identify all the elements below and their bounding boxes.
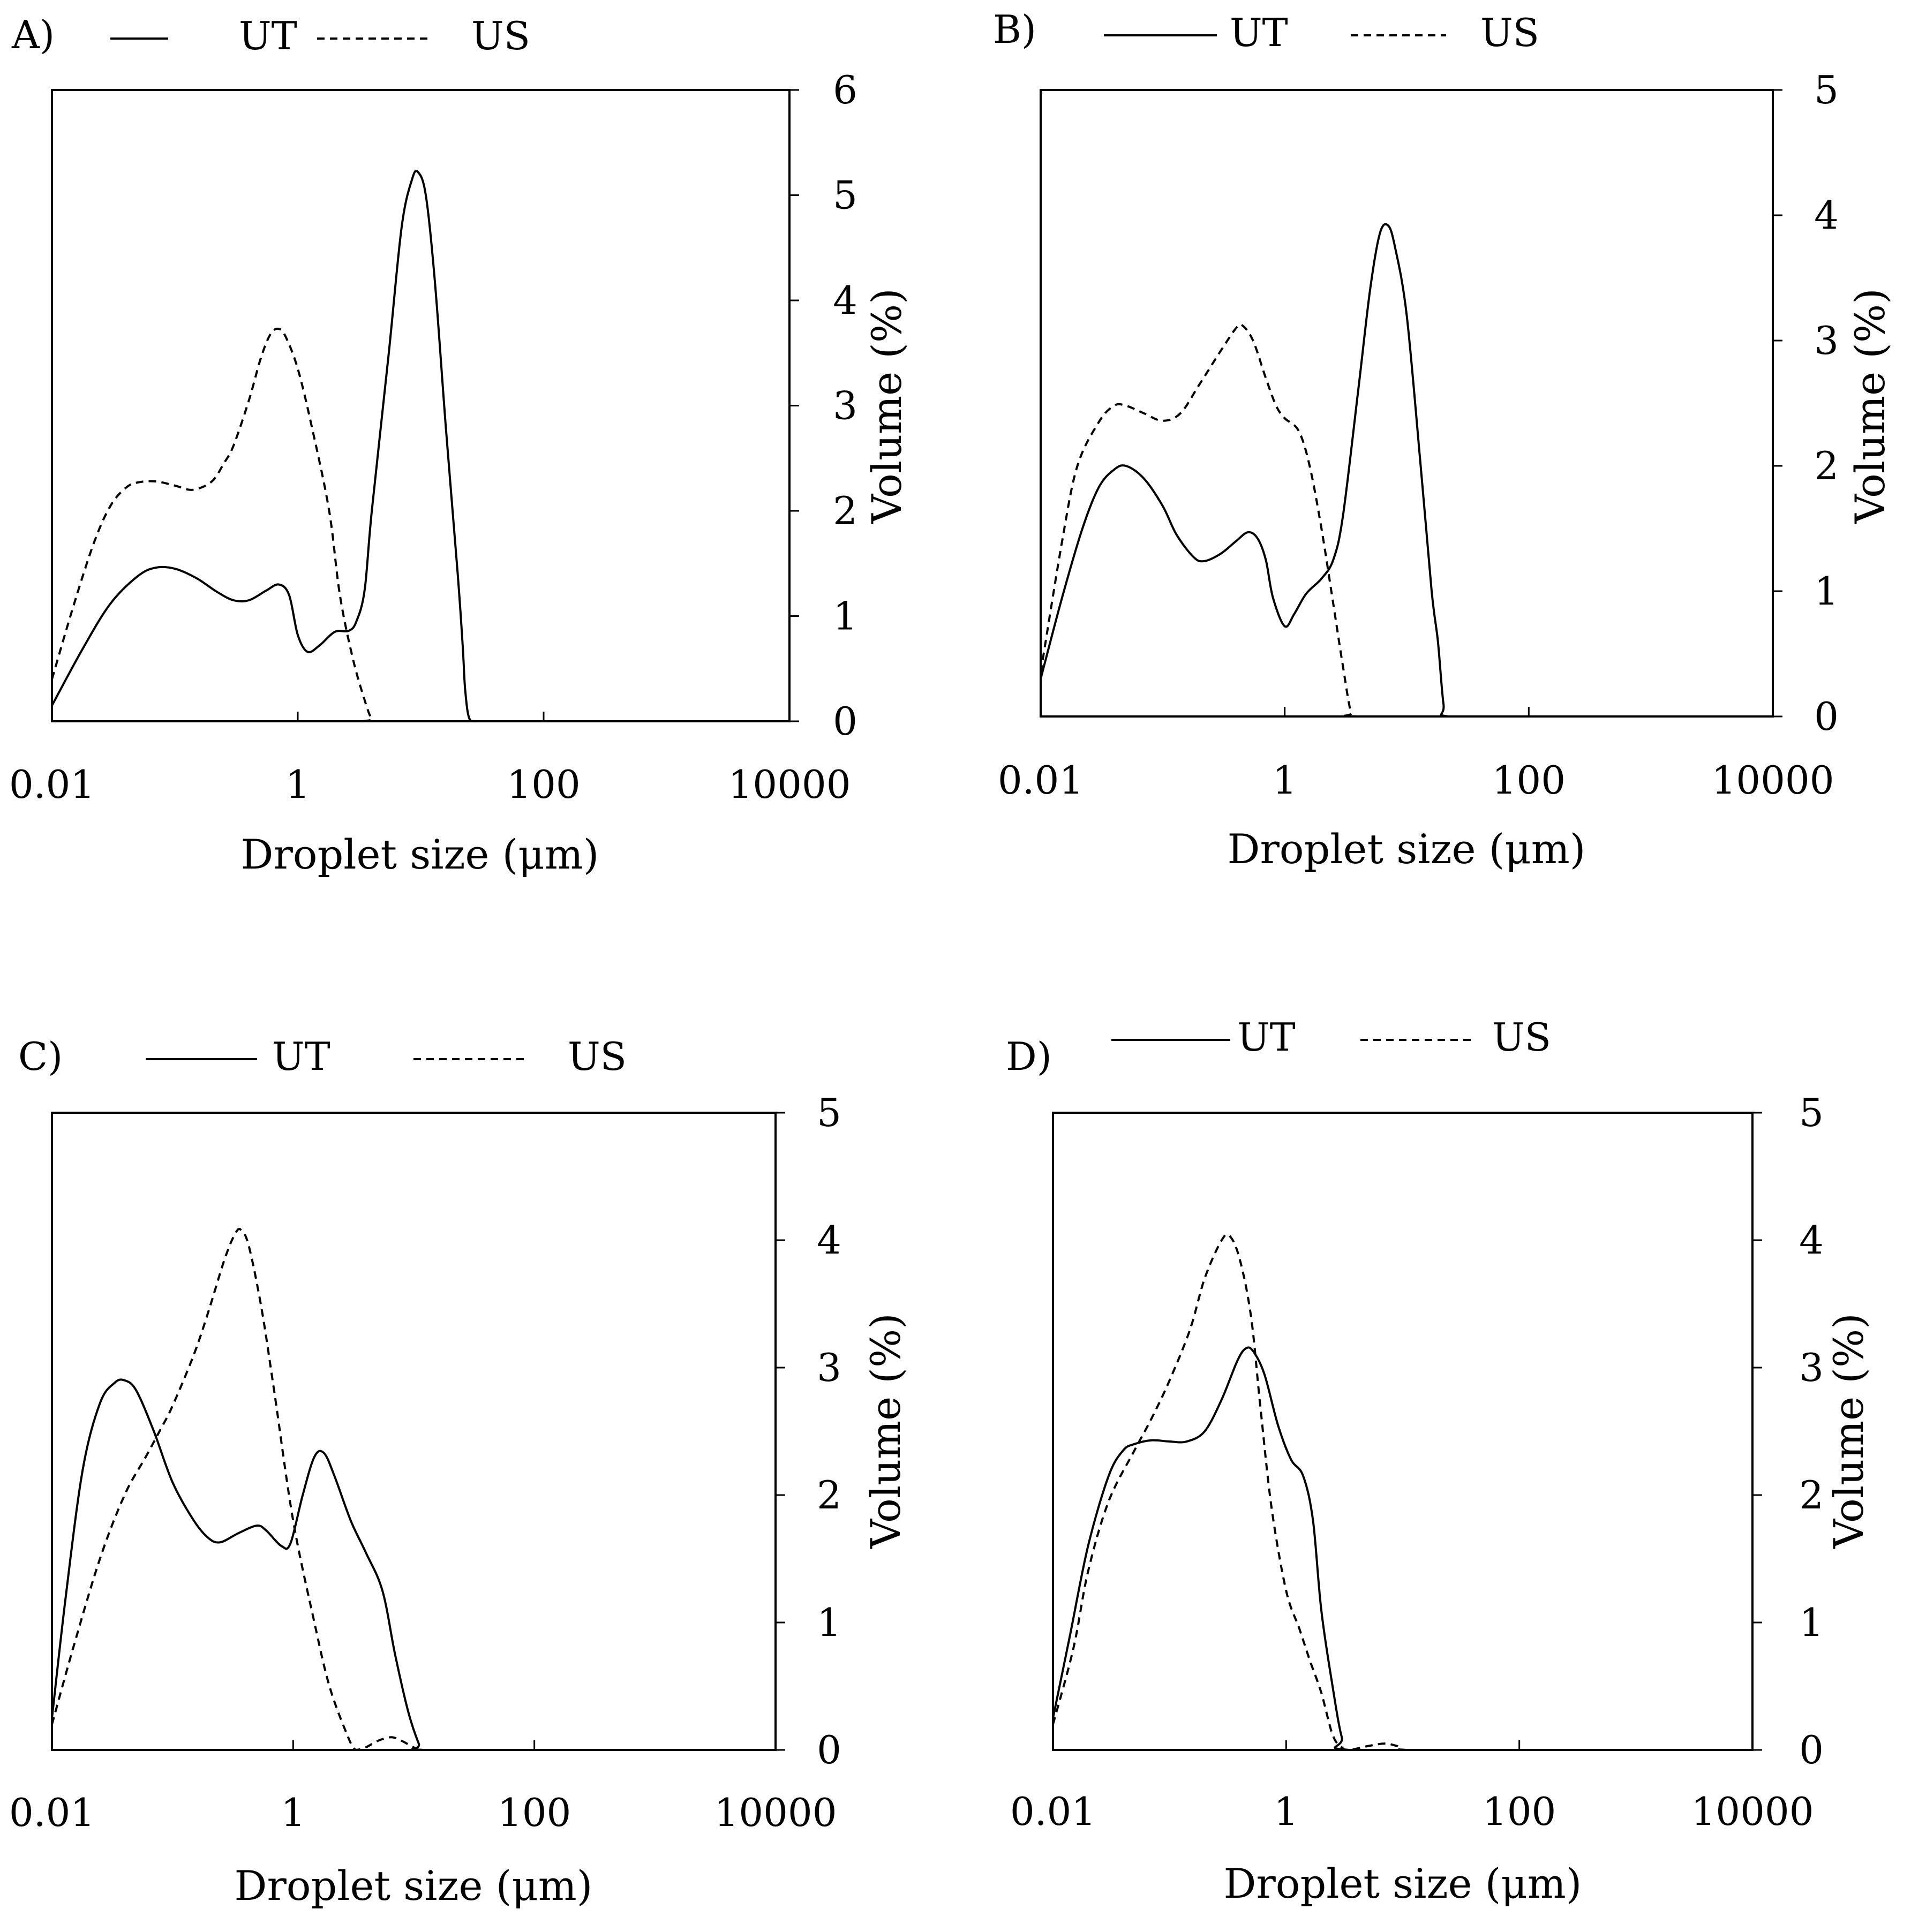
series-line-us [51, 327, 789, 723]
panel-label: C) [18, 1034, 63, 1079]
chart-panel-c: C) UT US 0.01 1 100 10000 0 1 2 3 4 5 Droplet size (μ… [9, 1034, 909, 1910]
x-tick-label: 0.01 [998, 758, 1084, 803]
y-tick-label: 4 [817, 1218, 841, 1263]
panel-label: D) [1006, 1034, 1052, 1079]
series-line-ut [1052, 1346, 1752, 1752]
y-tick-label: 1 [833, 594, 857, 639]
legend-us-label: US [471, 13, 530, 58]
y-tick-label: 0 [1814, 694, 1839, 739]
x-tick-label: 1 [281, 1790, 305, 1835]
chart-panel-b: B) UT US 0.01 1 100 10000 0 1 2 3 4 5 Droplet size (μ… [993, 7, 1894, 873]
chart-panel-d: D) UT US 0.01 1 100 10000 0 1 2 3 4 5 Droplet size (μ… [1006, 1015, 1872, 1907]
panel-label: A) [11, 12, 55, 57]
y-tick-label: 5 [1814, 67, 1839, 112]
legend-ut-label: UT [1230, 10, 1288, 55]
x-axis-title: Droplet size (μm) [1224, 1860, 1582, 1907]
y-tick-label: 3 [1814, 318, 1839, 363]
series-line-ut [1040, 223, 1736, 718]
x-tick-label: 10000 [714, 1790, 837, 1835]
x-tick-label: 100 [1492, 758, 1566, 803]
x-tick-label: 0.01 [1010, 1789, 1096, 1834]
series-line-us [1040, 323, 1736, 718]
y-tick-label: 2 [1814, 443, 1839, 488]
y-tick-label: 3 [817, 1345, 841, 1390]
x-tick-label: 0.01 [9, 1790, 95, 1835]
legend-ut-label: UT [1237, 1015, 1296, 1060]
y-axis-title: Volume (%) [1846, 288, 1894, 524]
series-line-us [1052, 1233, 1752, 1752]
panel-label: B) [993, 7, 1036, 52]
y-tick-label: 4 [1799, 1218, 1824, 1263]
y-tick-label: 5 [817, 1090, 841, 1135]
x-tick-label: 1 [285, 762, 310, 807]
legend-ut-label: UT [272, 1034, 330, 1079]
legend-us-label: US [1492, 1015, 1551, 1060]
x-tick-label: 1 [1274, 1789, 1298, 1834]
x-tick-label: 10000 [728, 762, 851, 807]
y-tick-label: 1 [1799, 1600, 1824, 1645]
y-tick-label: 2 [833, 488, 857, 533]
x-tick-label: 100 [1483, 1789, 1556, 1834]
x-tick-label: 1 [1273, 758, 1297, 803]
x-tick-label: 10000 [1691, 1789, 1814, 1834]
legend-us-label: US [1480, 10, 1539, 55]
legend-ut-label: UT [239, 13, 297, 58]
y-tick-label: 3 [833, 383, 857, 428]
y-tick-label: 3 [1799, 1345, 1824, 1390]
y-tick-label: 4 [1814, 193, 1839, 238]
series-line-ut [51, 1378, 776, 1752]
series-line-ut [51, 169, 789, 723]
legend-us-label: US [568, 1034, 627, 1079]
y-tick-label: 6 [833, 67, 857, 112]
x-tick-label: 100 [507, 762, 580, 807]
y-tick-label: 0 [1799, 1727, 1824, 1772]
y-tick-label: 5 [833, 173, 857, 218]
y-axis-title: Volume (%) [862, 1313, 909, 1549]
y-axis-title: Volume (%) [863, 288, 911, 524]
y-tick-label: 1 [1814, 569, 1839, 614]
y-tick-label: 5 [1799, 1090, 1824, 1135]
x-axis-title: Droplet size (μm) [1228, 825, 1586, 873]
x-axis-title: Droplet size (μm) [241, 831, 599, 878]
x-tick-label: 100 [498, 1790, 571, 1835]
y-tick-label: 2 [817, 1473, 841, 1518]
y-axis-title: Volume (%) [1825, 1313, 1872, 1549]
y-tick-label: 1 [817, 1600, 841, 1645]
y-tick-label: 0 [817, 1727, 841, 1772]
x-axis-title: Droplet size (μm) [235, 1862, 593, 1910]
x-tick-label: 0.01 [9, 762, 95, 807]
series-line-us [51, 1228, 776, 1752]
y-tick-label: 2 [1799, 1473, 1824, 1518]
chart-panel-a: A) UT US 0.01 1 100 10000 0 1 2 3 4 5 6 Droplet size (… [9, 12, 911, 878]
y-tick-label: 4 [833, 278, 857, 323]
x-tick-label: 10000 [1711, 758, 1834, 803]
y-tick-label: 0 [833, 699, 857, 744]
